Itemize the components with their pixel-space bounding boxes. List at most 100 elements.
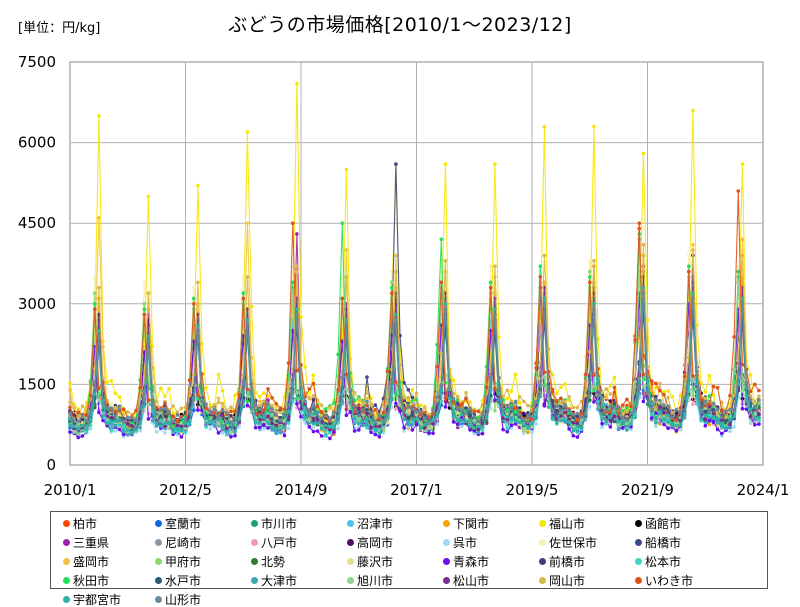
data-point [110, 379, 114, 383]
data-point [308, 387, 312, 391]
data-point [81, 413, 85, 417]
data-point [357, 422, 361, 426]
data-point [68, 406, 72, 410]
data-point [584, 373, 588, 377]
data-point [514, 420, 518, 424]
data-point [448, 396, 452, 400]
data-point [167, 421, 171, 425]
data-point [126, 416, 130, 420]
data-point [221, 389, 225, 393]
data-point [691, 291, 695, 295]
data-point [749, 407, 753, 411]
data-point [411, 388, 415, 392]
data-point [246, 404, 250, 408]
data-point [493, 162, 497, 166]
data-point [493, 307, 497, 311]
data-point [394, 162, 398, 166]
data-point [217, 401, 221, 405]
data-point [138, 429, 142, 433]
data-point [196, 397, 200, 401]
data-point [217, 422, 221, 426]
data-point [147, 340, 151, 344]
data-point [196, 324, 200, 328]
data-point [394, 380, 398, 384]
data-point [229, 410, 233, 414]
data-point [196, 394, 200, 398]
data-point [407, 420, 411, 424]
data-point [600, 404, 604, 408]
data-point [539, 264, 543, 268]
data-point [737, 189, 741, 193]
data-point [633, 338, 637, 342]
data-point [609, 384, 613, 388]
data-point [530, 426, 534, 430]
data-point [625, 428, 629, 432]
data-point [151, 419, 155, 423]
data-point [411, 428, 415, 432]
data-point [159, 386, 163, 390]
data-point [609, 425, 613, 429]
data-point [753, 400, 757, 404]
data-point [68, 418, 72, 422]
data-point [93, 307, 97, 311]
data-point [662, 393, 666, 397]
data-point [110, 429, 114, 433]
data-point [720, 408, 724, 412]
data-point [691, 394, 695, 398]
data-point [320, 410, 324, 414]
data-point [143, 313, 147, 317]
data-point [704, 424, 708, 428]
data-point [757, 416, 761, 420]
data-point [138, 407, 142, 411]
data-point [336, 388, 340, 392]
data-point [126, 428, 130, 432]
data-point [341, 297, 345, 301]
data-point [283, 413, 287, 417]
data-point [415, 423, 419, 427]
data-point [481, 432, 485, 436]
data-point [551, 416, 555, 420]
data-point [691, 248, 695, 252]
data-point [741, 363, 745, 367]
data-point [134, 418, 138, 422]
data-point [209, 427, 213, 431]
data-point [114, 429, 118, 433]
data-point [576, 406, 580, 410]
data-point [295, 264, 299, 268]
data-point [506, 388, 510, 392]
data-point [221, 409, 225, 413]
data-point [345, 248, 349, 252]
data-point [291, 391, 295, 395]
data-point [543, 375, 547, 379]
data-point [163, 425, 167, 429]
data-point [468, 425, 472, 429]
data-point [369, 431, 373, 435]
data-point [506, 397, 510, 401]
data-point [493, 264, 497, 268]
data-point [138, 421, 142, 425]
data-point [192, 302, 196, 306]
data-point [134, 428, 138, 432]
data-point [188, 410, 192, 414]
data-point [110, 420, 114, 424]
data-point [229, 414, 233, 418]
data-point [97, 286, 101, 290]
data-point [629, 405, 633, 409]
data-point [266, 398, 270, 402]
data-point [299, 396, 303, 400]
data-point [720, 432, 724, 436]
data-point [658, 405, 662, 409]
data-point [757, 422, 761, 426]
data-point [270, 421, 274, 425]
data-point [336, 427, 340, 431]
data-point [580, 426, 584, 430]
data-point [749, 421, 753, 425]
data-point [460, 419, 464, 423]
data-point [534, 366, 538, 370]
data-point [625, 398, 629, 402]
data-point [592, 385, 596, 389]
data-point [464, 406, 468, 410]
data-point [233, 430, 237, 434]
data-point [477, 425, 481, 429]
data-point [163, 407, 167, 411]
